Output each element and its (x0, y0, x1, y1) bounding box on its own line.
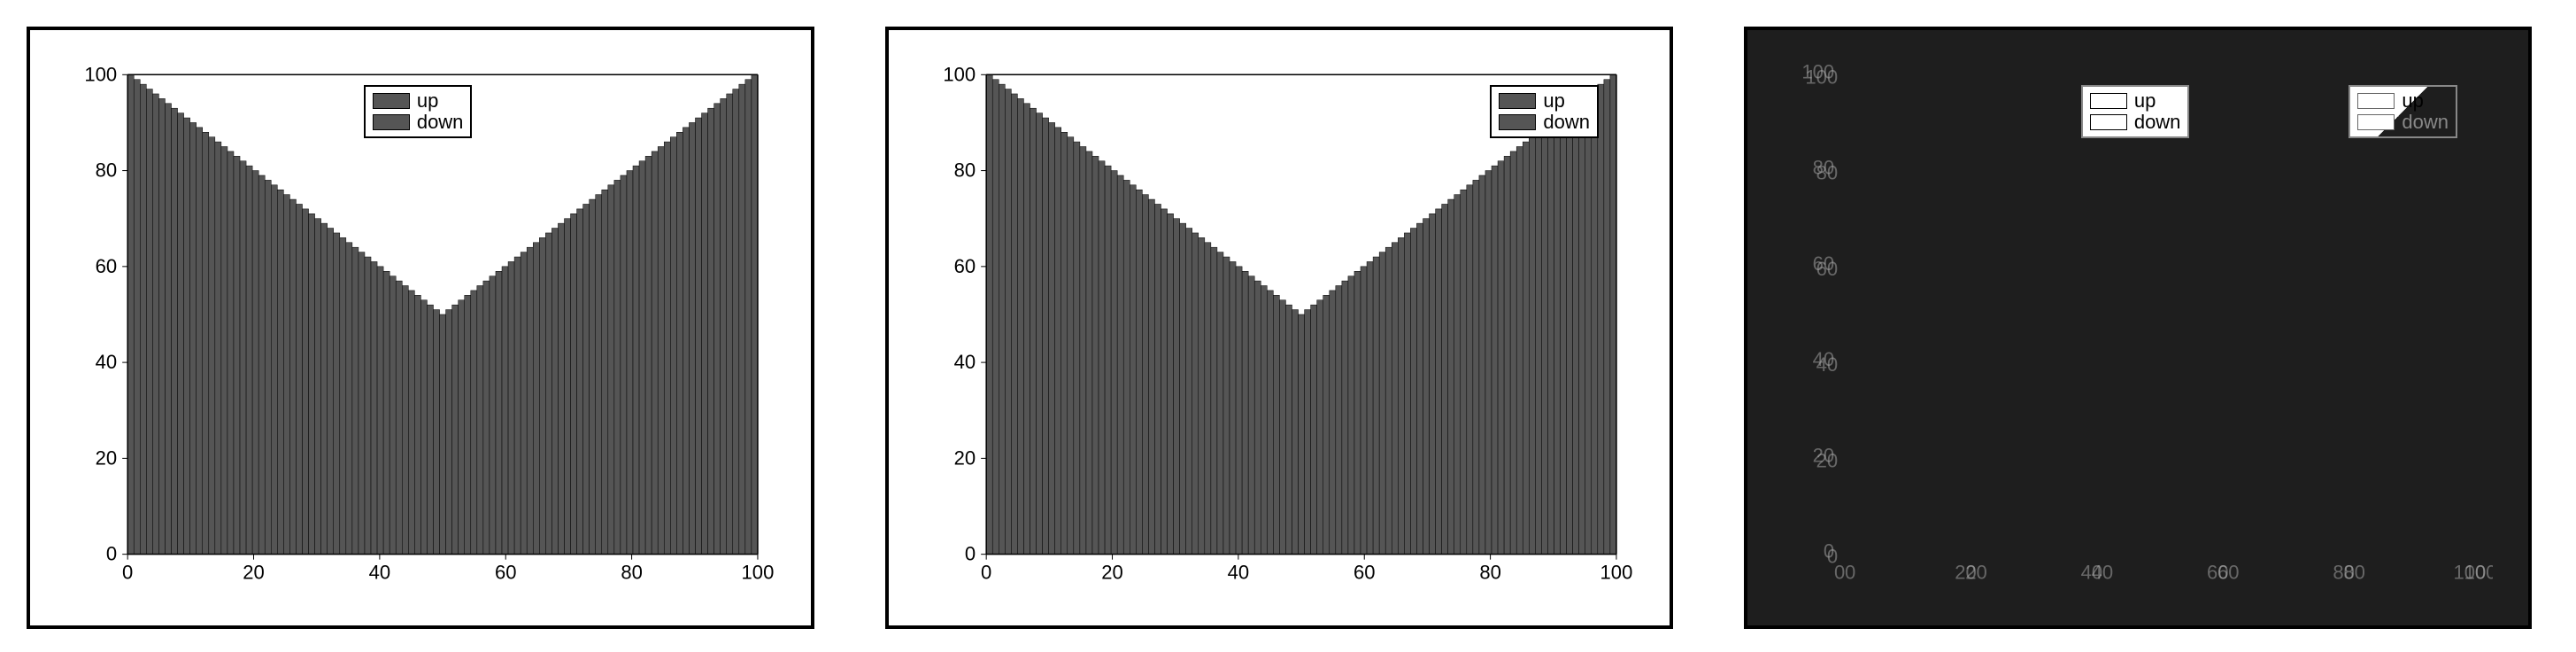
chart-area-2: 0 20 40 60 80 100 0 20 40 60 80 100 up down (924, 57, 1634, 590)
svg-text:80: 80 (2343, 562, 2365, 584)
legend-row-down: down (373, 112, 464, 133)
svg-text:0: 0 (106, 543, 117, 565)
chart-area-1: 0 20 40 60 80 100 0 20 40 60 80 100 up down (66, 57, 775, 590)
panel-1: 0 20 40 60 80 100 0 20 40 60 80 100 up down (27, 27, 814, 629)
legend-row-up-2: up (1499, 90, 1590, 112)
svg-text:40: 40 (369, 562, 391, 584)
svg-text:20: 20 (954, 446, 976, 469)
legend-label-down-2: down (1543, 111, 1590, 134)
panel-3: 002020404060608080100100 002020404060608… (1744, 27, 2532, 629)
legend-swatch-down (373, 114, 410, 130)
legend-swatch-down-3a (2090, 114, 2127, 130)
svg-text:60: 60 (1816, 258, 1839, 280)
legend-label-up: up (417, 89, 438, 113)
legend-label-up-2: up (1543, 89, 1564, 113)
xticks-2: 0 20 40 60 80 100 (981, 555, 1632, 584)
bars-1 (127, 74, 758, 554)
svg-text:80: 80 (621, 562, 643, 584)
legend-swatch-up (373, 93, 410, 109)
svg-text:40: 40 (96, 351, 118, 373)
svg-text:60: 60 (96, 255, 118, 277)
panel-2: 0 20 40 60 80 100 0 20 40 60 80 100 up down (885, 27, 1673, 629)
yticks-2: 0 20 40 60 80 100 (943, 63, 986, 564)
legend-3a: up down (2081, 85, 2190, 138)
xticks-1: 0 20 40 60 80 100 (122, 555, 774, 584)
svg-text:40: 40 (1816, 353, 1839, 376)
svg-text:100: 100 (1600, 562, 1633, 584)
legend-row-down-2: down (1499, 112, 1590, 133)
legend-row-up: up (373, 90, 464, 112)
legend-1: up down (364, 85, 473, 138)
svg-text:20: 20 (96, 446, 118, 469)
svg-text:40: 40 (2092, 562, 2114, 584)
svg-text:20: 20 (243, 562, 265, 584)
legend-label-down-3a: down (2134, 111, 2181, 134)
svg-text:0: 0 (1827, 546, 1838, 568)
svg-text:40: 40 (1228, 562, 1250, 584)
svg-text:60: 60 (2217, 562, 2240, 584)
svg-text:60: 60 (1354, 562, 1376, 584)
svg-text:20: 20 (1965, 562, 1987, 584)
legend-swatch-up-3a (2090, 93, 2127, 109)
chart-grid: 0 20 40 60 80 100 0 20 40 60 80 100 up down (0, 0, 2576, 652)
svg-text:100: 100 (84, 63, 117, 85)
legend-3b: up down (2348, 85, 2457, 138)
legend-label-up-3a: up (2134, 89, 2156, 113)
xticks-3: 002020404060608080100100 (1834, 562, 2493, 584)
yticks-1: 0 20 40 60 80 100 (84, 63, 127, 564)
svg-text:0: 0 (981, 562, 991, 584)
legend-row-down-3a: down (2090, 112, 2181, 133)
legend-swatch-up-2 (1499, 93, 1536, 109)
svg-text:80: 80 (1479, 562, 1501, 584)
svg-text:60: 60 (495, 562, 517, 584)
svg-text:0: 0 (965, 543, 976, 565)
legend-label-up-3b: up (2402, 89, 2423, 113)
legend-row-up-3b: up (2357, 90, 2449, 112)
svg-text:100: 100 (1805, 66, 1838, 88)
svg-text:100: 100 (2464, 562, 2493, 584)
svg-text:40: 40 (954, 351, 976, 373)
svg-text:80: 80 (954, 159, 976, 182)
yticks-3: 002020404060608080100100 (1801, 60, 1838, 567)
legend-2: up down (1490, 85, 1599, 138)
svg-text:100: 100 (742, 562, 775, 584)
chart-area-3: 002020404060608080100100 002020404060608… (1783, 57, 2493, 590)
svg-text:100: 100 (943, 63, 976, 85)
legend-swatch-down-3b (2357, 114, 2395, 130)
legend-row-up-3a: up (2090, 90, 2181, 112)
legend-swatch-up-3b (2357, 93, 2395, 109)
legend-row-down-3b: down (2357, 112, 2449, 133)
legend-label-down: down (417, 111, 464, 134)
svg-text:0: 0 (122, 562, 133, 584)
legend-swatch-down-2 (1499, 114, 1536, 130)
svg-text:0: 0 (1845, 562, 1855, 584)
svg-text:80: 80 (96, 159, 118, 182)
svg-text:20: 20 (1101, 562, 1123, 584)
svg-text:20: 20 (1816, 449, 1839, 471)
svg-text:80: 80 (1816, 162, 1839, 184)
bars-2 (986, 74, 1616, 554)
svg-text:60: 60 (954, 255, 976, 277)
legend-label-down-3b: down (2402, 111, 2449, 134)
